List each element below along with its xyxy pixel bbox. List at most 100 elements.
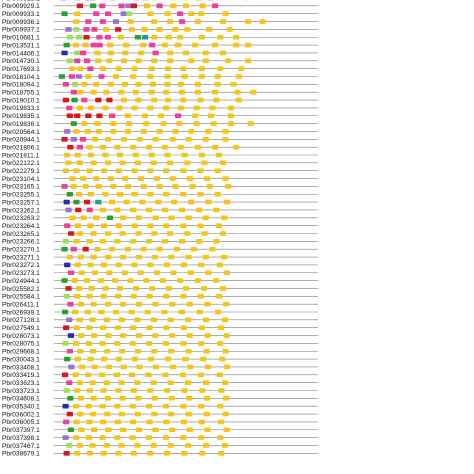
motif-box-gold xyxy=(131,262,138,268)
motif-box-gold xyxy=(185,411,192,417)
motif-box-gold xyxy=(106,58,113,64)
motif-box-gold xyxy=(99,341,106,346)
motif-box-gold xyxy=(164,66,172,71)
motif-box-gold xyxy=(104,348,111,354)
motif-box-gold xyxy=(144,309,151,315)
motif-box-gold xyxy=(132,152,139,158)
motif-box-gold xyxy=(147,74,154,79)
motif-box-blue xyxy=(62,403,69,409)
motif-box-gold xyxy=(122,50,129,56)
motif-box-gold xyxy=(202,380,210,385)
motif-box-gold xyxy=(168,396,175,401)
motif-box-red xyxy=(75,207,82,213)
motif-box-gold xyxy=(73,403,80,409)
motif-box-gold xyxy=(202,443,210,448)
motif-box-gold xyxy=(74,356,81,362)
motif-box-gold xyxy=(186,333,193,338)
motif-box-gold xyxy=(202,254,209,260)
motif-box-red xyxy=(63,325,70,330)
motif-box-lime xyxy=(63,388,70,393)
motif-box-gold xyxy=(73,341,80,346)
motif-box-gold xyxy=(143,3,151,9)
motif-box-gold xyxy=(105,160,112,166)
motif-box-gold xyxy=(205,199,212,205)
motif-box-gold xyxy=(178,239,186,244)
motif-box-gold xyxy=(204,176,211,181)
motif-box-gold xyxy=(184,231,191,236)
motif-box-gold xyxy=(103,27,110,32)
motif-box-gold xyxy=(163,451,171,456)
motif-box-gold xyxy=(162,435,170,440)
motif-box-lime xyxy=(66,34,73,40)
motif-box-gold xyxy=(225,58,232,64)
gene-label: Pbr019835.1 xyxy=(2,113,40,120)
motif-box-gold xyxy=(130,74,137,79)
gene-row: Pbr025584.1 xyxy=(2,294,318,301)
motif-box-gold xyxy=(145,239,153,244)
motif-box-gold xyxy=(172,129,179,134)
motif-box-gold xyxy=(87,262,94,268)
motif-box-pink xyxy=(149,42,156,48)
motif-box-gold xyxy=(86,451,93,456)
motif-box-gold xyxy=(135,254,143,260)
motif-box-gold xyxy=(73,168,80,173)
motif-box-gold xyxy=(184,27,191,32)
motif-box-gold xyxy=(135,82,142,87)
motif-box-gold xyxy=(76,105,83,111)
motif-box-gold xyxy=(202,215,209,221)
motif-box-gold xyxy=(150,317,157,323)
gene-label: Pbr023271.1 xyxy=(2,254,40,261)
motif-box-gold xyxy=(99,144,106,150)
gene-label: Pbr023272.1 xyxy=(2,262,40,269)
motif-box-gold xyxy=(71,278,78,283)
motif-box-gold xyxy=(222,348,229,354)
motif-box-gold xyxy=(215,152,223,158)
motif-box-gold xyxy=(99,435,106,440)
motif-box-gold xyxy=(176,121,183,126)
motif-box-gold xyxy=(98,372,106,378)
motif-box-gold xyxy=(119,411,126,417)
motif-box-gold xyxy=(206,27,213,32)
motif-box-pink xyxy=(91,27,98,32)
motif-box-gold xyxy=(180,325,187,330)
gene-row: Pbr037467.1 xyxy=(2,443,318,450)
motif-box-gold xyxy=(205,364,212,370)
motif-box-pink xyxy=(99,19,106,24)
motif-box-gold xyxy=(145,144,153,150)
motif-box-gold xyxy=(156,27,163,32)
motif-box-gold xyxy=(90,396,97,401)
motif-box-pink xyxy=(66,380,73,385)
motif-box-pink xyxy=(108,113,116,119)
motif-box-gold xyxy=(185,137,192,142)
motif-box-gold xyxy=(147,105,154,111)
gene-row: Pbr027549.1 xyxy=(2,325,318,332)
gene-row: Pbr028075.1 xyxy=(2,341,318,348)
motif-box-gold xyxy=(235,97,242,103)
motif-box-pink xyxy=(90,42,97,48)
motif-box-gold xyxy=(102,286,109,291)
motif-box-gold xyxy=(89,317,96,323)
motif-box-blue xyxy=(67,333,74,338)
gene-label: Pbr033723.1 xyxy=(2,388,40,395)
motif-box-gold xyxy=(73,239,80,244)
motif-box-gold xyxy=(101,223,108,228)
motif-box-red xyxy=(130,3,138,9)
motif-box-gold xyxy=(75,191,83,197)
motif-box-gold xyxy=(130,294,137,299)
motif-box-gold xyxy=(164,82,171,87)
motif-box-gold xyxy=(188,11,195,16)
motif-box-gold xyxy=(130,144,137,150)
motif-box-gold xyxy=(165,286,172,291)
motif-box-gold xyxy=(121,270,128,276)
motif-box-gold xyxy=(81,82,88,87)
motif-box-gold xyxy=(149,82,157,87)
motif-box-gold xyxy=(177,82,184,87)
motif-box-pink xyxy=(70,89,77,95)
motif-box-gold xyxy=(83,278,91,283)
motif-box-gold xyxy=(134,443,141,448)
motif-box-gold xyxy=(204,301,211,307)
motif-box-gold xyxy=(135,301,143,307)
motif-box-gold xyxy=(130,239,137,244)
motif-box-gold xyxy=(204,333,211,338)
